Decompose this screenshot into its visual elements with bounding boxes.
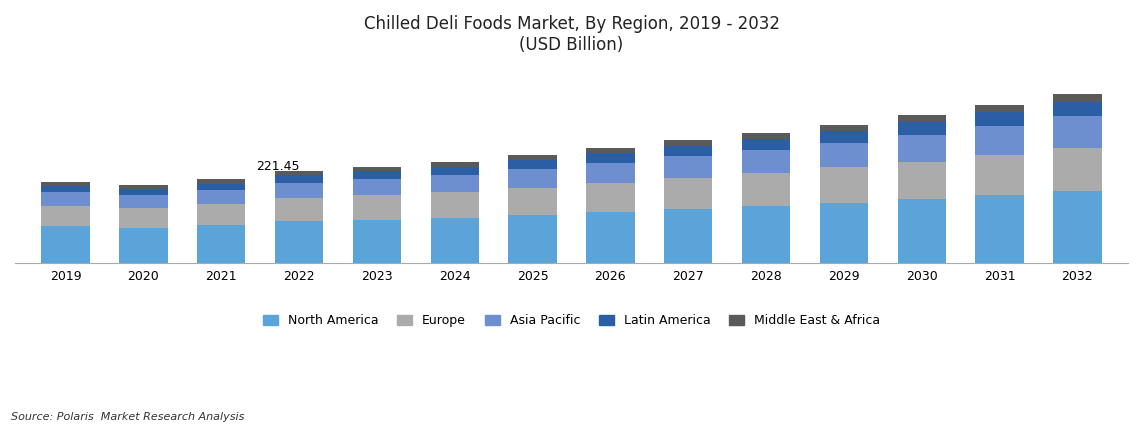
Bar (275, 198, 323, 222)
Bar (275, 183, 323, 198)
Bar (275, 222, 323, 263)
Bar (897, 135, 946, 161)
Bar (119, 195, 168, 207)
Legend: North America, Europe, Asia Pacific, Latin America, Middle East & Africa: North America, Europe, Asia Pacific, Lat… (257, 309, 886, 332)
Bar (41, 206, 89, 226)
Bar (664, 140, 712, 146)
Bar (353, 195, 401, 220)
Bar (197, 190, 246, 204)
Bar (119, 185, 168, 189)
Bar (431, 162, 479, 167)
Bar (897, 122, 946, 135)
Bar (41, 186, 89, 192)
Bar (275, 176, 323, 183)
Bar (820, 167, 868, 203)
Bar (1054, 191, 1102, 263)
Bar (353, 167, 401, 171)
Bar (586, 148, 634, 153)
Bar (275, 171, 323, 176)
Bar (586, 212, 634, 263)
Bar (1054, 94, 1102, 102)
Bar (897, 115, 946, 122)
Bar (586, 163, 634, 183)
Bar (119, 227, 168, 263)
Bar (509, 160, 557, 169)
Bar (975, 195, 1024, 263)
Bar (975, 112, 1024, 126)
Bar (41, 226, 89, 263)
Bar (742, 139, 790, 150)
Bar (509, 215, 557, 263)
Bar (664, 178, 712, 209)
Text: Source: Polaris  Market Research Analysis: Source: Polaris Market Research Analysis (11, 412, 245, 422)
Bar (820, 203, 868, 263)
Bar (431, 175, 479, 192)
Bar (975, 105, 1024, 112)
Title: Chilled Deli Foods Market, By Region, 2019 - 2032
(USD Billion): Chilled Deli Foods Market, By Region, 20… (363, 15, 780, 54)
Bar (1054, 148, 1102, 191)
Bar (197, 179, 246, 184)
Bar (509, 155, 557, 160)
Bar (1054, 116, 1102, 148)
Bar (431, 167, 479, 175)
Bar (742, 133, 790, 139)
Bar (353, 220, 401, 263)
Bar (742, 150, 790, 173)
Bar (509, 169, 557, 188)
Bar (586, 153, 634, 163)
Bar (664, 146, 712, 156)
Bar (431, 192, 479, 218)
Bar (509, 188, 557, 215)
Bar (975, 126, 1024, 155)
Bar (820, 131, 868, 143)
Bar (119, 189, 168, 195)
Bar (742, 206, 790, 263)
Text: 221.45: 221.45 (256, 160, 299, 173)
Bar (897, 161, 946, 199)
Bar (664, 156, 712, 178)
Bar (820, 124, 868, 131)
Bar (742, 173, 790, 206)
Bar (197, 225, 246, 263)
Bar (1054, 102, 1102, 116)
Bar (41, 181, 89, 186)
Bar (664, 209, 712, 263)
Bar (353, 171, 401, 179)
Bar (197, 184, 246, 190)
Bar (820, 143, 868, 167)
Bar (975, 155, 1024, 195)
Bar (353, 179, 401, 195)
Bar (897, 199, 946, 263)
Bar (197, 204, 246, 225)
Bar (119, 207, 168, 227)
Bar (431, 218, 479, 263)
Bar (586, 183, 634, 212)
Bar (41, 192, 89, 206)
